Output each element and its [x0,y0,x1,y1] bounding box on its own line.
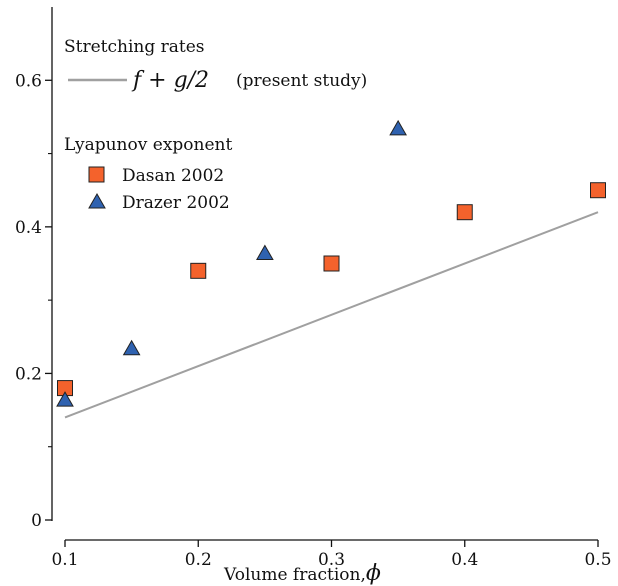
x-tick-label: 0.3 [318,550,345,570]
drazer-triangle-point [389,119,407,136]
series-line-present-study [64,211,599,419]
dasan-square-point [323,255,340,272]
y-tick-label: 0.4 [15,218,42,238]
dasan-square-point [590,182,606,199]
x-tick-label: 0.5 [584,550,611,570]
drazer-triangle-point [56,391,74,407]
dasan-square-point [456,204,473,221]
legend-swatch-drazer [88,192,106,209]
x-axis-label-symbol: ϕ [366,561,381,586]
y-tick-label: 0.6 [15,71,42,91]
x-axis-label-text: Volume fraction, [223,565,366,585]
chart-marks [56,119,606,419]
y-tick-label: 0 [31,511,42,531]
dasan-square-point [190,262,207,279]
legend: Stretching rates f + g/2 (present study)… [64,37,367,213]
drazer-triangle-point [122,339,141,356]
axes: 0 0.2 0.4 0.6 0.1 0.2 0.3 0.4 0.5 [15,7,612,570]
legend-label-present-study: (present study) [236,71,367,91]
legend-title-stretching-rates: Stretching rates [64,37,205,57]
x-tick-label: 0.1 [51,550,78,570]
legend-swatch-dasan [88,166,105,183]
legend-title-lyapunov-exponent: Lyapunov exponent [64,135,232,155]
x-axis-label: Volume fraction,ϕ [223,561,381,586]
x-tick-label: 0.2 [185,550,212,570]
legend-label-drazer: Drazer 2002 [122,193,230,213]
x-tick-label: 0.4 [451,550,478,570]
y-tick-label: 0.2 [15,364,42,384]
legend-label-formula: f + g/2 [131,68,209,93]
drazer-triangle-point [256,244,274,261]
legend-label-dasan: Dasan 2002 [122,166,224,186]
